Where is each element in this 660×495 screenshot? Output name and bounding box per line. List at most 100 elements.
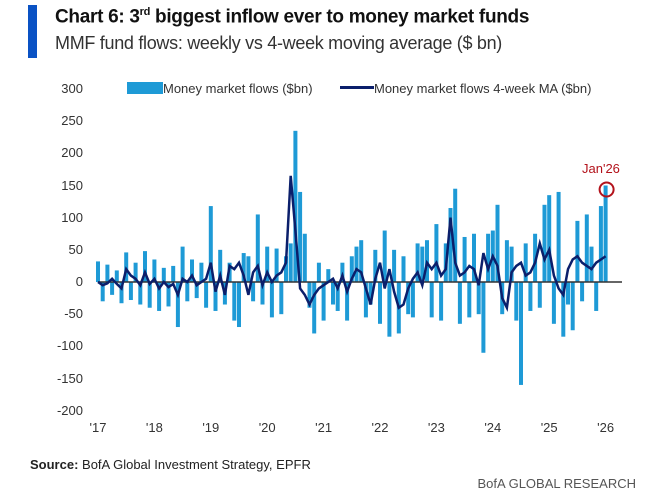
flow-bar	[152, 259, 157, 282]
annotation-label: Jan'26	[582, 161, 620, 176]
flow-bar	[462, 236, 467, 282]
flow-bar	[255, 214, 260, 282]
flow-bar	[194, 282, 199, 299]
flow-bar	[547, 195, 552, 282]
flow-bar	[147, 282, 152, 308]
flow-bar	[260, 282, 265, 305]
flow-bar	[237, 282, 241, 328]
flow-bar	[434, 224, 439, 282]
flow-bar	[218, 249, 223, 282]
flow-bar	[523, 243, 528, 282]
flow-bar	[551, 282, 556, 324]
flow-bar	[302, 233, 307, 282]
flow-bar	[128, 282, 133, 301]
ma-line	[97, 175, 607, 313]
y-tick-label: -200	[56, 402, 83, 418]
flow-bar	[415, 243, 420, 282]
flow-bar	[143, 251, 147, 282]
flow-bar	[312, 282, 317, 334]
flow-bar	[594, 282, 599, 311]
flow-bar	[359, 240, 364, 282]
flow-bar	[378, 282, 382, 324]
flow-bar	[265, 246, 270, 282]
flow-bar	[584, 214, 589, 282]
flow-bar	[279, 282, 284, 315]
flow-bar	[406, 282, 411, 315]
flow-bar	[453, 188, 458, 282]
flow-bar	[448, 208, 453, 282]
chart-title: Chart 6: 3rd biggest inflow ever to mone…	[55, 6, 530, 28]
chart-subtitle: MMF fund flows: weekly vs 4-week moving …	[55, 33, 502, 53]
flow-bar	[138, 282, 143, 305]
legend-flows-label: Money market flows ($bn)	[163, 81, 313, 96]
y-tick-label: 100	[61, 209, 83, 225]
x-tick-label: '26	[597, 420, 615, 435]
flow-bar	[603, 185, 608, 282]
flow-bar	[326, 269, 331, 282]
legend-flows-swatch	[127, 82, 163, 94]
flow-bar	[575, 220, 580, 282]
flow-bar	[566, 282, 570, 305]
x-tick-label: '17	[89, 420, 107, 435]
flow-bar	[251, 282, 256, 302]
y-tick-label: -100	[56, 338, 83, 354]
flow-bar	[166, 282, 171, 307]
y-tick-label: 250	[61, 113, 83, 129]
flow-bar	[514, 282, 519, 321]
flow-bar	[298, 191, 303, 282]
flow-bar	[542, 204, 547, 282]
flow-bar	[175, 282, 180, 328]
flow-bar	[110, 282, 115, 295]
flow-bar	[316, 262, 321, 282]
flow-bar	[439, 282, 444, 321]
flow-bar	[161, 267, 166, 282]
flow-bar	[429, 282, 434, 318]
flow-bar	[457, 282, 462, 324]
flow-bar	[114, 270, 119, 282]
y-tick-label: 0	[75, 274, 83, 289]
flow-bar	[321, 282, 326, 321]
flow-bar	[481, 282, 486, 353]
flow-bar	[232, 282, 237, 321]
brand-label: BofA GLOBAL RESEARCH	[477, 476, 636, 491]
x-tick-label: '24	[484, 420, 502, 435]
flow-bar	[345, 282, 350, 321]
legend-ma-swatch	[340, 86, 374, 89]
flow-bar	[570, 282, 575, 331]
y-tick-label: -150	[56, 370, 83, 386]
flow-bar	[556, 191, 561, 282]
flow-bar	[368, 282, 373, 305]
flow-bar	[100, 282, 105, 302]
flow-bar	[208, 206, 213, 282]
flow-bar	[133, 262, 138, 282]
flow-bar	[598, 206, 603, 282]
y-tick-label: 150	[61, 177, 83, 193]
flow-bar	[204, 282, 209, 308]
flow-bar	[335, 282, 340, 311]
x-tick-label: '19	[202, 420, 220, 435]
flow-bar	[410, 282, 415, 318]
y-tick-label: -50	[64, 306, 83, 322]
flow-bar	[105, 264, 110, 282]
y-tick-label: 200	[61, 145, 83, 161]
flow-bar	[387, 282, 392, 337]
flow-bar	[472, 233, 476, 282]
flow-bar	[293, 130, 298, 282]
flow-bar	[420, 246, 425, 282]
flow-bar	[96, 261, 100, 282]
x-tick-label: '20	[258, 420, 276, 435]
flow-bar	[354, 246, 359, 282]
flow-bar	[190, 259, 194, 282]
flow-bar	[561, 282, 566, 337]
flow-bar	[199, 262, 204, 282]
y-tick-label: 300	[61, 81, 83, 96]
flow-bar	[363, 282, 368, 318]
flow-bar	[528, 282, 533, 311]
x-tick-label: '18	[145, 420, 163, 435]
flow-bar	[392, 249, 397, 282]
flow-bar	[495, 204, 500, 282]
flow-bar	[373, 249, 378, 282]
legend-flows: Money market flows ($bn)	[127, 81, 313, 96]
flow-bar	[401, 256, 406, 282]
